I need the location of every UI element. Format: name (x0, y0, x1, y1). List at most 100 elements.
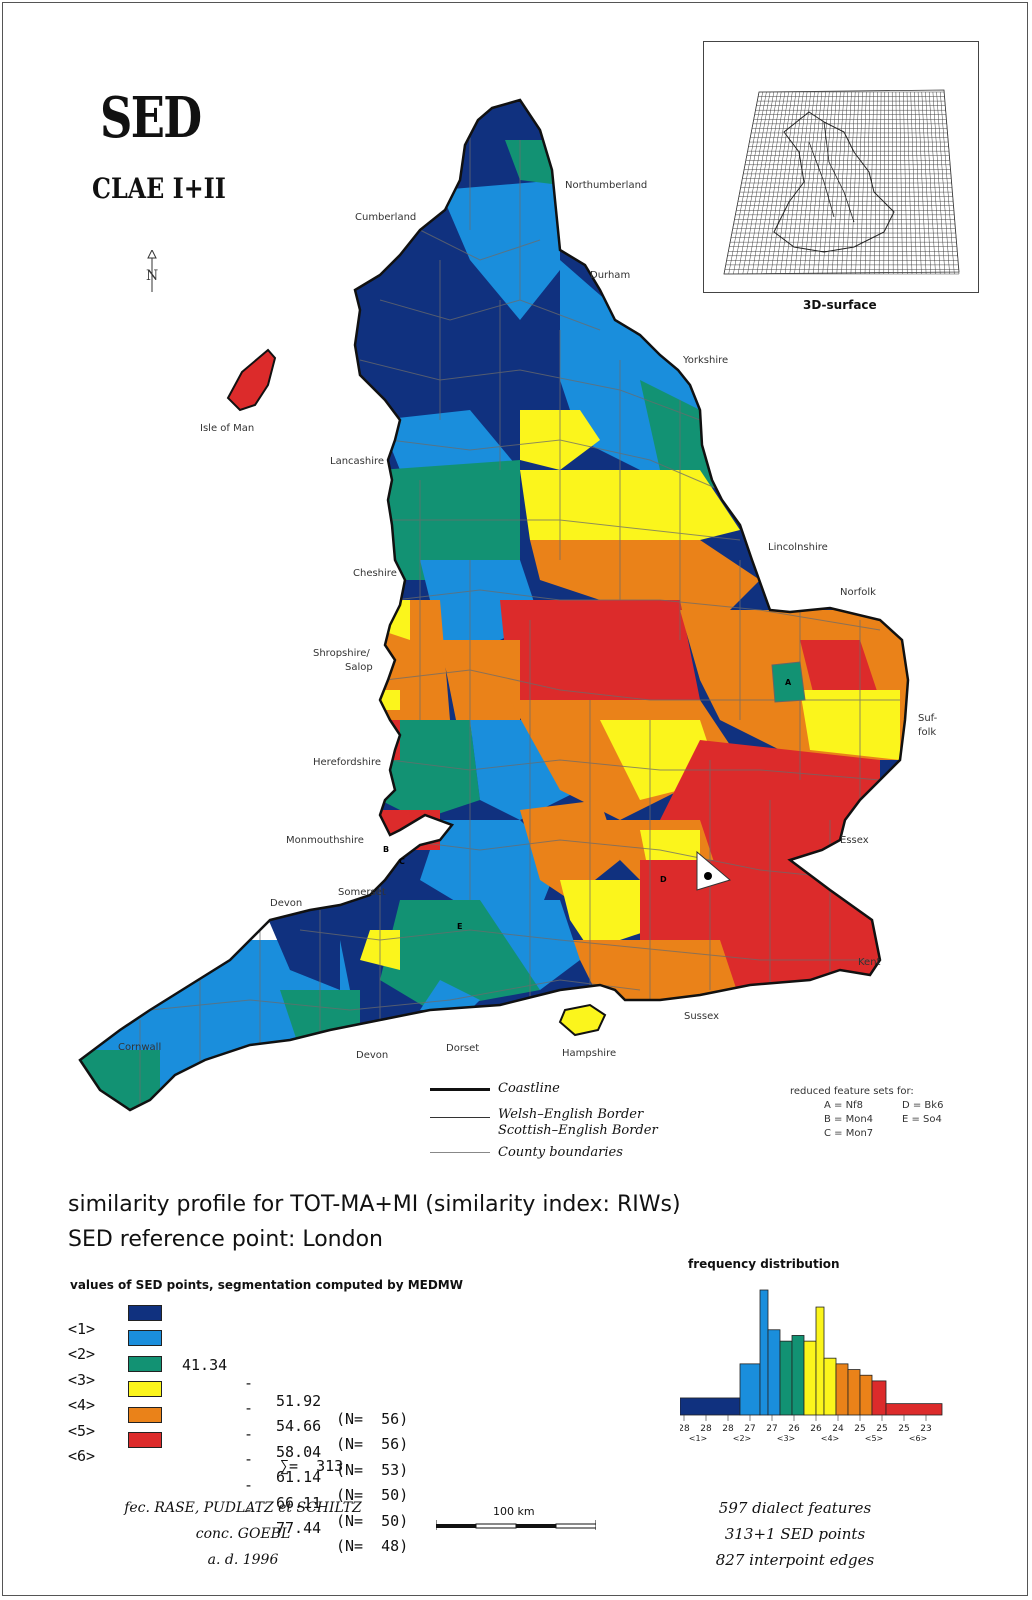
credit-line: conc. GOEBL (195, 1526, 291, 1542)
region-essex: Essex (840, 835, 869, 846)
legend-county-label: County boundaries (498, 1145, 623, 1160)
frequency-bar (871, 1380, 887, 1416)
class-swatch (128, 1431, 162, 1448)
frequency-tick-label: 26 (810, 1424, 822, 1434)
region-salop: Salop (345, 662, 373, 673)
class-code: <6> (68, 1446, 96, 1465)
region-lincolnshire: Lincolnshire (768, 542, 828, 553)
marker-c: C (399, 857, 405, 866)
frequency-tick-label: 24 (832, 1424, 844, 1434)
frequency-bar (859, 1374, 873, 1416)
frequency-bar (759, 1289, 769, 1416)
region-cheshire: Cheshire (353, 568, 397, 579)
total-sum: ∑= 313 (280, 1457, 344, 1475)
class-count: (N= 56) (336, 1435, 409, 1454)
reduced-item: B = Mon4 (824, 1114, 874, 1125)
frequency-tick-label: 28 (680, 1424, 690, 1434)
reduced-item: E = So4 (902, 1114, 942, 1125)
class-code: <4> (68, 1396, 96, 1415)
legend-class-row: <6> - 77.44 (N= 48) (68, 1429, 408, 1555)
frequency-bar (791, 1335, 805, 1416)
class-to: 61.14 (276, 1468, 322, 1487)
legend-class-row: <2> - 54.66 (N= 56) (68, 1327, 408, 1453)
frequency-bar (847, 1369, 861, 1416)
class-swatch (128, 1305, 162, 1321)
reduced-item: C = Mon7 (824, 1128, 874, 1139)
frequency-bar (680, 1397, 741, 1416)
region-northumberland: Northumberland (565, 180, 648, 191)
legend-class-row: <3> - 58.04 (N= 53) (68, 1353, 408, 1479)
region-kent: Kent (858, 957, 881, 968)
profile-title: similarity profile for TOT-MA+MI (simila… (68, 1192, 681, 1217)
frequency-bar (739, 1363, 761, 1416)
frequency-bar (815, 1306, 825, 1416)
north-arrow: N (144, 248, 160, 296)
class-to: 58.04 (276, 1442, 322, 1461)
frequency-bar (767, 1329, 781, 1416)
marker-a: A (785, 678, 792, 687)
stat-line: 597 dialect features (718, 1499, 872, 1517)
legend-class-row: <1> 41.34 - 51.92 (N= 56) (68, 1302, 408, 1428)
class-to: 51.92 (276, 1392, 322, 1410)
region-herefordshire: Herefordshire (313, 757, 382, 768)
region-yorkshire: Yorkshire (683, 355, 729, 366)
region-hampshire: Hampshire (562, 1048, 617, 1059)
legend-class-row: <5> - 66.11 (N= 50) (68, 1404, 408, 1530)
3d-surface-plot (723, 89, 960, 275)
stat-line: 827 interpoint edges (715, 1551, 875, 1569)
frequency-tick-label: 28 (700, 1424, 712, 1434)
frequency-tick-label: 28 (722, 1424, 734, 1434)
reference-point: SED reference point: London (68, 1227, 383, 1252)
class-from: 41.34 (182, 1356, 228, 1374)
class-swatch (128, 1381, 162, 1398)
north-label: N (146, 268, 158, 284)
class-count: (N= 53) (336, 1460, 409, 1479)
region-sussex: Sussex (684, 1011, 719, 1022)
legend-border-label-1: Welsh–English Border (498, 1107, 644, 1122)
region-suffolk-2: folk (918, 727, 937, 738)
class-code: <1> (68, 1320, 96, 1338)
class-code: <3> (68, 1370, 96, 1389)
credits: fec. RASE, PUDLATZ et SCHILTZ conc. GOEB… (108, 1495, 378, 1573)
region-devon-north: Devon (270, 898, 303, 909)
region-isle-of-man: Isle of Man (200, 423, 255, 434)
frequency-tick-label: 27 (766, 1424, 777, 1434)
legend-class-row: <4> - 61.14 (N= 50) (68, 1378, 408, 1504)
region-lancashire: Lancashire (330, 456, 385, 467)
class-dash: - (244, 1450, 254, 1469)
class-swatch (128, 1330, 162, 1347)
marker-e: E (457, 922, 463, 931)
region-norfolk: Norfolk (840, 587, 876, 598)
region-shropshire: Shropshire/ (313, 648, 370, 659)
reduced-feature-sets: reduced feature sets for: A = Nf8 D = Bk… (790, 1086, 962, 1139)
frequency-tick-label: 25 (854, 1424, 865, 1434)
class-swatch (128, 1406, 162, 1423)
3d-surface-inset (703, 41, 979, 293)
class-code: <5> (68, 1421, 96, 1440)
frequency-bar (835, 1363, 849, 1416)
class-count: (N= 50) (336, 1511, 409, 1530)
frequency-chart: 28 28 28 27 27 26 26 24 25 25 25 23 <1> <2> <3> <4> <5> <… (680, 1289, 943, 1443)
class-to: 66.11 (276, 1493, 322, 1512)
class-dash: - (244, 1374, 254, 1392)
frequency-class-label: <1> (689, 1434, 708, 1443)
reduced-item: D = Bk6 (902, 1100, 944, 1111)
class-count: (N= 48) (336, 1536, 409, 1555)
region-somerset: Somerset (338, 887, 386, 898)
class-dash: - (244, 1424, 254, 1443)
map-title: SED (100, 85, 202, 151)
frequency-bar (823, 1357, 837, 1416)
legend-border-label-2: Scottish–English Border (498, 1123, 658, 1138)
region-suffolk-1: Suf- (918, 713, 938, 724)
3d-surface-label: 3D-surface (803, 298, 877, 312)
class-legend: <1> 41.34 - 51.92 (N= 56) <2> - 54.66 (N… (68, 1302, 408, 1555)
class-count: (N= 56) (336, 1410, 409, 1428)
region-devon-south: Devon (356, 1050, 389, 1061)
region-monmouthshire: Monmouthshire (286, 835, 364, 846)
region-cornwall: Cornwall (118, 1042, 162, 1053)
frequency-class-label: <3> (777, 1434, 796, 1443)
credit-line: a. d. 1996 (207, 1552, 279, 1568)
frequency-bar (803, 1340, 817, 1416)
class-code: <2> (68, 1345, 96, 1364)
marker-b: B (383, 845, 390, 854)
